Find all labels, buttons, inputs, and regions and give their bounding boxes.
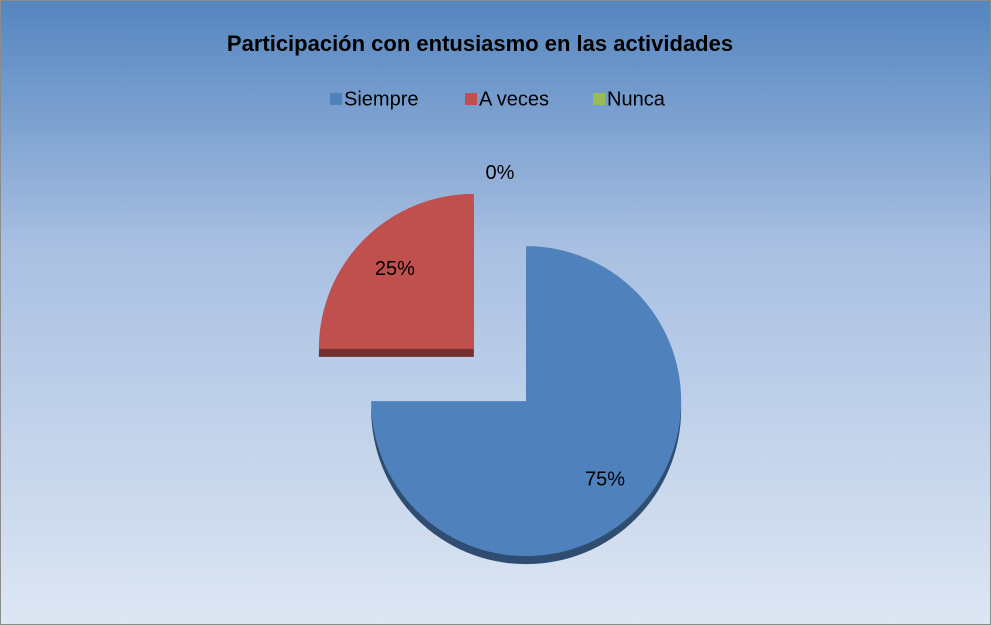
legend-label: A veces	[479, 88, 549, 110]
slice	[371, 246, 682, 557]
pie: 75% 25% 0%	[318, 162, 682, 565]
data-label: 25%	[375, 258, 415, 280]
legend-label: Siempre	[344, 88, 418, 110]
legend-swatch	[330, 93, 342, 105]
legend-swatch	[465, 93, 477, 105]
legend: Siempre A veces Nunca	[330, 88, 666, 110]
data-label: 75%	[585, 468, 625, 490]
chart-title: Participación con entusiasmo en las acti…	[227, 31, 733, 56]
legend-label: Nunca	[607, 88, 666, 110]
legend-swatch	[593, 93, 605, 105]
slice	[318, 193, 474, 349]
data-label: 0%	[486, 162, 515, 184]
